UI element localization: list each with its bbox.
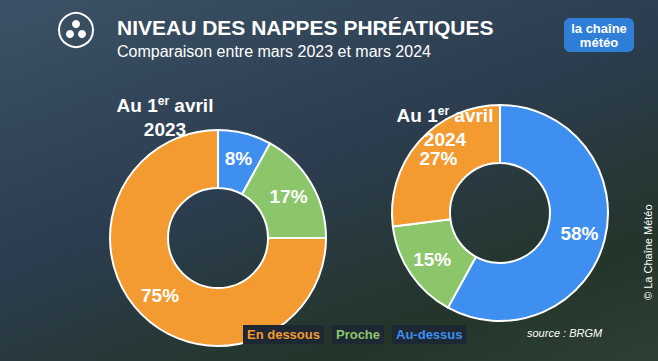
svg-text:2023: 2023 — [144, 119, 186, 140]
svg-text:8%: 8% — [225, 148, 253, 169]
svg-text:avril: avril — [169, 95, 213, 116]
svg-text:58%: 58% — [560, 223, 598, 244]
svg-text:la chaîne: la chaîne — [571, 21, 627, 36]
svg-text:© La Chaîne Météo: © La Chaîne Météo — [642, 204, 654, 300]
svg-text:75%: 75% — [141, 285, 179, 306]
svg-text:Comparaison entre mars 2023 et: Comparaison entre mars 2023 et mars 2024 — [117, 43, 431, 60]
svg-text:Au-dessus: Au-dessus — [396, 327, 462, 342]
svg-text:Au 1: Au 1 — [117, 95, 159, 116]
svg-text:NIVEAU DES NAPPES PHRÉATIQUES: NIVEAU DES NAPPES PHRÉATIQUES — [117, 16, 494, 39]
svg-text:15%: 15% — [413, 249, 451, 270]
svg-text:avril: avril — [449, 105, 493, 126]
svg-text:er: er — [158, 94, 170, 108]
svg-text:2024: 2024 — [424, 129, 467, 150]
svg-text:météo: météo — [580, 35, 618, 50]
svg-text:source : BRGM: source : BRGM — [527, 327, 603, 339]
svg-text:27%: 27% — [419, 148, 457, 169]
svg-text:En dessous: En dessous — [247, 327, 320, 342]
svg-text:17%: 17% — [270, 186, 308, 207]
svg-text:Au 1: Au 1 — [397, 105, 439, 126]
svg-text:er: er — [438, 104, 450, 118]
svg-text:Proche: Proche — [336, 327, 380, 342]
